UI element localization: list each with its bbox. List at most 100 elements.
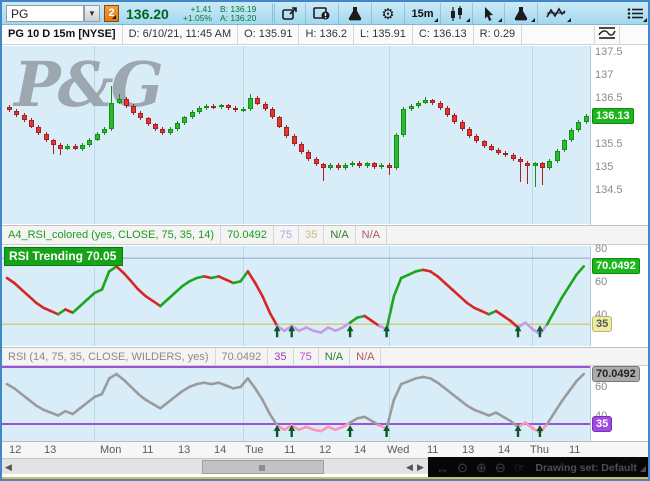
rsi-segment <box>64 409 74 416</box>
candle-body <box>109 102 115 129</box>
scroll-left-button[interactable]: ◀ <box>5 462 12 472</box>
candle-body <box>445 108 450 116</box>
rsi-segment <box>78 401 89 410</box>
rsi-trending-panel[interactable]: RSI Trending 70.05 <box>2 246 590 346</box>
buy-signal-arrow-icon <box>536 325 544 338</box>
candle-body <box>569 130 575 141</box>
menu-button[interactable] <box>622 3 649 24</box>
pan-horizontal-icon[interactable]: ↔ <box>436 460 449 476</box>
candlestick-icon <box>449 5 464 22</box>
buy-signal-arrow-icon <box>346 325 354 338</box>
settings-button[interactable]: ⚙ <box>371 3 404 24</box>
rsi-segment <box>137 288 147 298</box>
chart-type-button[interactable] <box>440 3 472 24</box>
candle-body <box>350 162 356 166</box>
candle-body <box>138 112 144 119</box>
zoom-in-icon[interactable]: ⊕ <box>475 460 487 475</box>
rsi-segment <box>283 424 294 432</box>
candle-wick <box>541 161 543 186</box>
zoom-out-icon[interactable]: ⊖ <box>494 460 506 475</box>
rsi-segment <box>246 377 257 390</box>
candle-body <box>269 109 275 118</box>
rsi-segment <box>217 275 228 282</box>
symbol-dropdown-button[interactable]: ▼ <box>84 5 100 22</box>
rsi-panel[interactable] <box>2 366 590 441</box>
studies-button[interactable] <box>338 3 371 24</box>
symbol-input[interactable] <box>6 5 84 22</box>
rsi-segment <box>458 294 469 305</box>
candle-body <box>233 108 239 111</box>
rsi-segment <box>253 281 264 298</box>
candle-body <box>401 109 407 135</box>
time-axis-label: 13 <box>44 444 57 456</box>
candle-body <box>496 149 502 153</box>
rsi-segment <box>49 309 60 316</box>
candle-body <box>189 111 195 118</box>
rsi-segment <box>575 372 586 383</box>
candle-body <box>503 152 509 156</box>
time-axis-label: 14 <box>354 444 367 456</box>
reset-view-icon[interactable]: ⊙ <box>457 460 468 475</box>
gear-icon: ⚙ <box>381 5 395 23</box>
rsi-segment <box>429 377 440 385</box>
share-icon <box>281 6 299 21</box>
candle-body <box>94 133 100 140</box>
rsi-segment <box>275 324 286 333</box>
price-chart-panel[interactable]: P&G <box>2 46 590 224</box>
rsi-segment <box>246 270 257 285</box>
scroll-step-left-button[interactable]: ◀ <box>406 462 413 472</box>
buy-signal-arrow-icon <box>514 425 522 437</box>
candle-body <box>255 98 261 104</box>
timeframe-label: 15m <box>411 7 434 20</box>
candle-body <box>218 105 224 108</box>
candle-body <box>547 161 553 168</box>
rsi-segment <box>553 296 564 313</box>
timeframe-button[interactable]: 15m <box>404 3 440 24</box>
rsi-segment <box>239 377 250 389</box>
candle-wick <box>527 160 529 185</box>
candle-body <box>240 109 246 112</box>
time-axis-label: 11 <box>284 444 296 456</box>
share-button[interactable] <box>274 3 305 24</box>
day-gridline <box>94 366 95 441</box>
rsi-segment <box>385 294 396 331</box>
candle-body <box>80 145 85 149</box>
candle-body <box>452 115 458 122</box>
pan-hand-icon[interactable]: ☞ <box>513 460 526 475</box>
scroll-step-right-button[interactable]: ▶ <box>417 462 424 472</box>
rsi-segment <box>385 398 396 430</box>
rsi-segment <box>78 298 89 308</box>
bands-toggle-button[interactable] <box>594 26 620 44</box>
rsi-segment <box>487 411 498 417</box>
time-axis-label: 13 <box>178 444 191 456</box>
rsi-segment <box>34 301 45 310</box>
rsi-segment <box>319 425 330 433</box>
time-axis-label: Thu <box>530 444 549 456</box>
pg-watermark: P&G <box>14 48 164 121</box>
ohlc-cells: D: 6/10/21, 11:45 AM O: 135.91 H: 136.2 L: … <box>123 25 523 44</box>
rsi-segment <box>13 281 23 291</box>
indicator-value-cell: 35 <box>299 226 325 244</box>
patterns-button[interactable] <box>537 3 573 24</box>
drawing-set-label[interactable]: Drawing set: Default <box>535 462 637 474</box>
rsi1-axis[interactable]: 80 60 40 70.0492 35 <box>590 243 648 346</box>
rsi-segment <box>567 380 578 393</box>
rsi2-line <box>2 366 590 437</box>
tests-button[interactable] <box>504 3 537 24</box>
rsi-segment <box>27 398 38 407</box>
time-axis-label: 12 <box>319 444 332 456</box>
rsi-segment <box>137 392 147 402</box>
events-button[interactable] <box>305 3 338 24</box>
chart-scrollbar[interactable]: ◀ ◀ ▶ <box>2 458 428 474</box>
price-tick-label: 135 <box>595 161 614 173</box>
rsi-segment <box>523 421 534 430</box>
rsi-segment <box>399 273 410 280</box>
indicator-value-cell: 75 <box>274 226 300 244</box>
wave-pattern-icon <box>545 6 566 21</box>
cursor-button[interactable] <box>472 3 504 24</box>
alerts-badge[interactable]: 2 <box>104 5 119 22</box>
scrollbar-thumb[interactable] <box>202 460 324 474</box>
candle-body <box>167 128 173 134</box>
